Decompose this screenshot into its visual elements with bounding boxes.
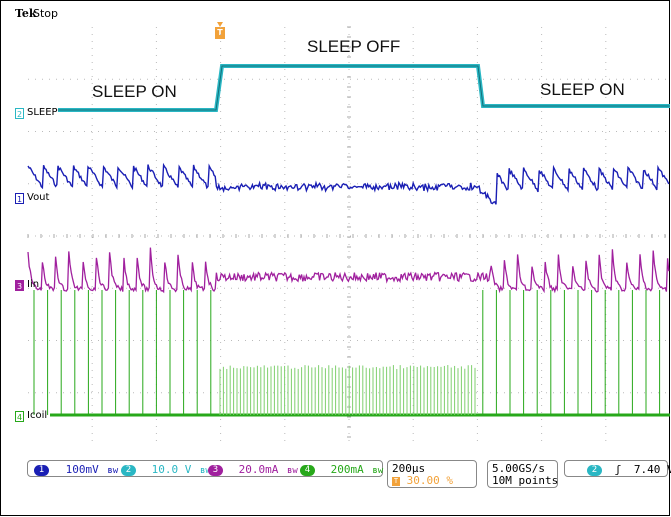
ch3-iin-trace	[27, 247, 670, 294]
ch1-scale: 100mV	[65, 463, 99, 476]
annotation-sleep-on-left: SLEEP ON	[92, 82, 177, 101]
trigger-readout: 2 ʃ 7.40 V	[587, 463, 671, 476]
brand-logo: Tek	[15, 7, 37, 20]
acquisition-state: Stop	[33, 7, 59, 20]
ch4-bandwidth-icon: ʙw	[372, 466, 384, 476]
ch2-scale: 10.0 V	[151, 463, 192, 476]
ch3-scale: 20.0mA	[238, 463, 279, 476]
horizontal-settings-box[interactable]: 200µs T 30.00 %	[387, 460, 477, 488]
trigger-level: 7.40 V	[633, 463, 671, 476]
ch3-label: Iin	[27, 279, 40, 290]
ch4-label: Icoil	[27, 410, 48, 421]
trigger-settings-box[interactable]: 2 ʃ 7.40 V	[564, 460, 671, 477]
ch1-vout-trace	[27, 162, 670, 205]
acquisition-settings-box[interactable]: 5.00GS/s 10M points	[487, 460, 558, 488]
ch1-readout[interactable]: 1 100mV ʙw	[34, 463, 118, 476]
trigger-position-value: 30.00 %	[406, 474, 453, 487]
ch2-ground-marker[interactable]: 2	[15, 108, 24, 119]
ch2-readout[interactable]: 2 10.0 V ʙw	[121, 463, 211, 476]
annotation-sleep-on-right: SLEEP ON	[540, 80, 625, 99]
ch2-bandwidth-icon: ʙw	[200, 466, 211, 476]
ch1-badge: 1	[34, 464, 49, 476]
ch1-ground-marker[interactable]: 1	[15, 193, 24, 204]
ch4-readout[interactable]: 4 200mA ʙw	[300, 463, 383, 476]
ch3-readout[interactable]: 3 20.0mA ʙw	[208, 463, 298, 476]
ch2-label: SLEEP	[27, 107, 58, 118]
timebase-readout: 200µs	[392, 462, 426, 475]
record-length-readout: 10M points	[492, 474, 559, 487]
annotation-sleep-off: SLEEP OFF	[307, 37, 401, 56]
trigger-position-marker[interactable]: T	[215, 22, 225, 39]
ch4-scale: 200mA	[330, 463, 364, 476]
rising-edge-icon: ʃ	[614, 463, 622, 476]
trigger-position-readout: T 30.00 %	[392, 474, 453, 487]
ch2-badge: 2	[121, 464, 136, 476]
trigger-position-icon: T	[392, 476, 400, 486]
ch4-badge: 4	[300, 464, 315, 476]
sample-rate-readout: 5.00GS/s	[492, 462, 545, 475]
waveform-traces	[27, 64, 670, 417]
ch1-bandwidth-icon: ʙw	[107, 466, 119, 476]
ch3-bandwidth-icon: ʙw	[287, 466, 298, 476]
ch3-badge: 3	[208, 464, 223, 476]
vertical-settings-box[interactable]: 1 100mV ʙw 2 10.0 V ʙw 3 20.0mA ʙw 4 200…	[27, 460, 383, 477]
ch3-ground-marker[interactable]: 3	[15, 280, 24, 291]
trigger-source-badge: 2	[587, 464, 602, 476]
ch2-sleep-trace-core	[58, 65, 670, 111]
ch4-ground-marker[interactable]: 4	[15, 411, 24, 422]
ch1-label: Vout	[27, 192, 50, 203]
